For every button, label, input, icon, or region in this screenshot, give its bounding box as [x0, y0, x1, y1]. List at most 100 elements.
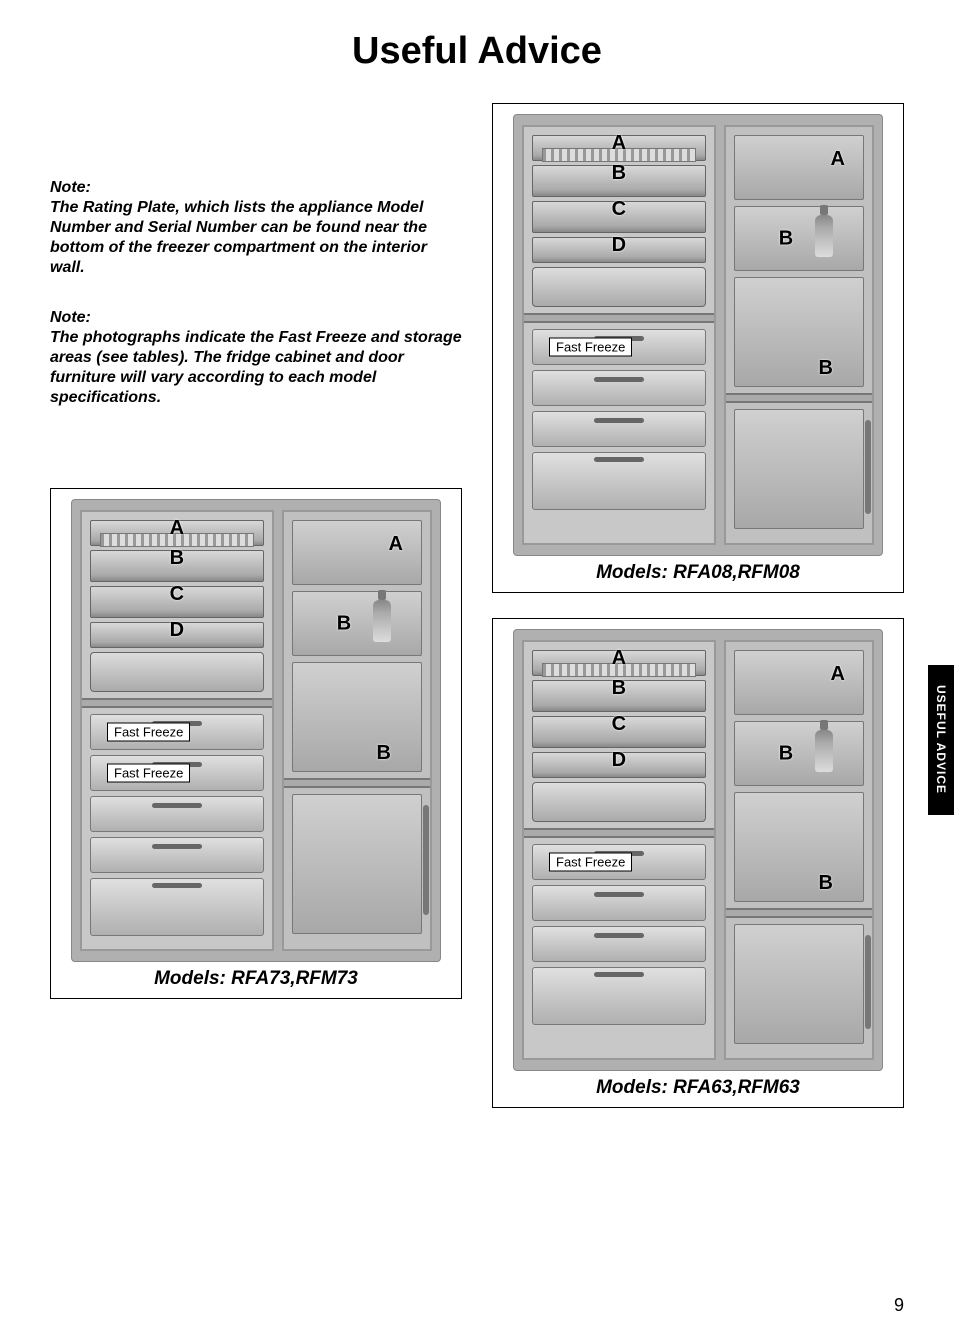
shelf-b: B — [90, 550, 264, 582]
page-title: Useful Advice — [50, 30, 904, 73]
label-d: D — [170, 619, 184, 642]
drawer-ff: Fast Freeze — [532, 329, 706, 365]
door-handle — [865, 420, 871, 514]
drawer-3 — [532, 926, 706, 962]
door-label-a: A — [831, 663, 845, 686]
bottle-icon — [815, 215, 833, 257]
door-shelf-b1: B — [734, 206, 864, 271]
drawer-4 — [90, 837, 264, 873]
door-divider — [726, 908, 872, 918]
content-area: Note: The Rating Plate, which lists the … — [50, 103, 904, 1108]
shelf-c: C — [90, 586, 264, 618]
door-divider — [726, 393, 872, 403]
door-label-b1: B — [779, 742, 793, 765]
label-d: D — [612, 749, 626, 772]
label-c: C — [612, 198, 626, 221]
shelf-a: A — [90, 520, 264, 546]
door-shelf-b1: B — [734, 721, 864, 786]
note-2-body: The photographs indicate the Fast Freeze… — [50, 328, 462, 408]
door-freezer-panel — [292, 794, 422, 934]
label-a: A — [612, 647, 626, 670]
drawer-ff-1: Fast Freeze — [90, 714, 264, 750]
door-shelf-b2: B — [734, 792, 864, 902]
note-1: Note: The Rating Plate, which lists the … — [50, 178, 462, 278]
note-2-heading: Note: — [50, 308, 462, 328]
bottle-icon — [815, 730, 833, 772]
diagram-rfa08: A B C D — [492, 103, 904, 593]
shelf-a: A — [532, 135, 706, 161]
left-column: Note: The Rating Plate, which lists the … — [50, 103, 462, 1108]
right-column: A B C D — [492, 103, 904, 1108]
door-label-b2: B — [819, 872, 833, 895]
diagram-rfa73: A B C D — [50, 488, 462, 999]
door-label-b1: B — [337, 612, 351, 635]
caption-rfa63: Models: RFA63,RFM63 — [596, 1077, 800, 1099]
door-divider — [284, 778, 430, 788]
fridge-door: A B B — [282, 510, 432, 951]
drawer-5 — [90, 878, 264, 936]
door-shelf-a: A — [734, 135, 864, 200]
note-1-heading: Note: — [50, 178, 462, 198]
drawer-4 — [532, 452, 706, 510]
drawer-3 — [532, 411, 706, 447]
label-a: A — [170, 517, 184, 540]
drawer-3 — [90, 796, 264, 832]
label-a: A — [612, 132, 626, 155]
notes-container: Note: The Rating Plate, which lists the … — [50, 178, 462, 438]
door-freezer-panel — [734, 409, 864, 529]
fast-freeze-label-2: Fast Freeze — [107, 764, 190, 783]
door-label-b2: B — [377, 742, 391, 765]
door-label-a: A — [831, 148, 845, 171]
door-shelf-b1: B — [292, 591, 422, 656]
door-shelf-a: A — [734, 650, 864, 715]
door-handle — [865, 935, 871, 1029]
label-d: D — [612, 234, 626, 257]
section-divider — [524, 313, 714, 323]
section-divider — [524, 828, 714, 838]
fridge-door: A B B — [724, 125, 874, 545]
door-handle — [423, 805, 429, 915]
section-divider — [82, 698, 272, 708]
crisper — [532, 782, 706, 822]
shelf-c: C — [532, 716, 706, 748]
page-number: 9 — [894, 1295, 904, 1316]
door-shelf-b2: B — [292, 662, 422, 772]
shelf-d: D — [90, 622, 264, 648]
door-label-b2: B — [819, 357, 833, 380]
crisper — [90, 652, 264, 692]
fast-freeze-label-1: Fast Freeze — [107, 723, 190, 742]
fridge-door: A B B — [724, 640, 874, 1060]
fridge-interior: A B C D — [522, 640, 716, 1060]
drawer-4 — [532, 967, 706, 1025]
label-c: C — [170, 583, 184, 606]
fast-freeze-label: Fast Freeze — [549, 853, 632, 872]
label-b: B — [170, 547, 184, 570]
drawer-ff-2: Fast Freeze — [90, 755, 264, 791]
diagram-rfa63: A B C D — [492, 618, 904, 1108]
drawer-ff: Fast Freeze — [532, 844, 706, 880]
appliance-rfa08: A B C D — [513, 114, 883, 556]
drawer-2 — [532, 370, 706, 406]
caption-rfa08: Models: RFA08,RFM08 — [596, 562, 800, 584]
fast-freeze-label: Fast Freeze — [549, 338, 632, 357]
shelf-d: D — [532, 752, 706, 778]
door-shelf-b2: B — [734, 277, 864, 387]
shelf-a: A — [532, 650, 706, 676]
shelf-c: C — [532, 201, 706, 233]
door-label-b1: B — [779, 227, 793, 250]
shelf-d: D — [532, 237, 706, 263]
appliance-rfa73: A B C D — [71, 499, 441, 962]
door-freezer-panel — [734, 924, 864, 1044]
door-label-a: A — [389, 533, 403, 556]
door-shelf-a: A — [292, 520, 422, 585]
label-b: B — [612, 677, 626, 700]
label-c: C — [612, 713, 626, 736]
fridge-interior: A B C D — [522, 125, 716, 545]
shelf-b: B — [532, 165, 706, 197]
side-tab: USEFUL ADVICE — [928, 665, 954, 815]
fridge-interior: A B C D — [80, 510, 274, 951]
caption-rfa73: Models: RFA73,RFM73 — [154, 968, 358, 990]
note-2: Note: The photographs indicate the Fast … — [50, 308, 462, 408]
appliance-rfa63: A B C D — [513, 629, 883, 1071]
page: Useful Advice Note: The Rating Plate, wh… — [0, 0, 954, 1336]
